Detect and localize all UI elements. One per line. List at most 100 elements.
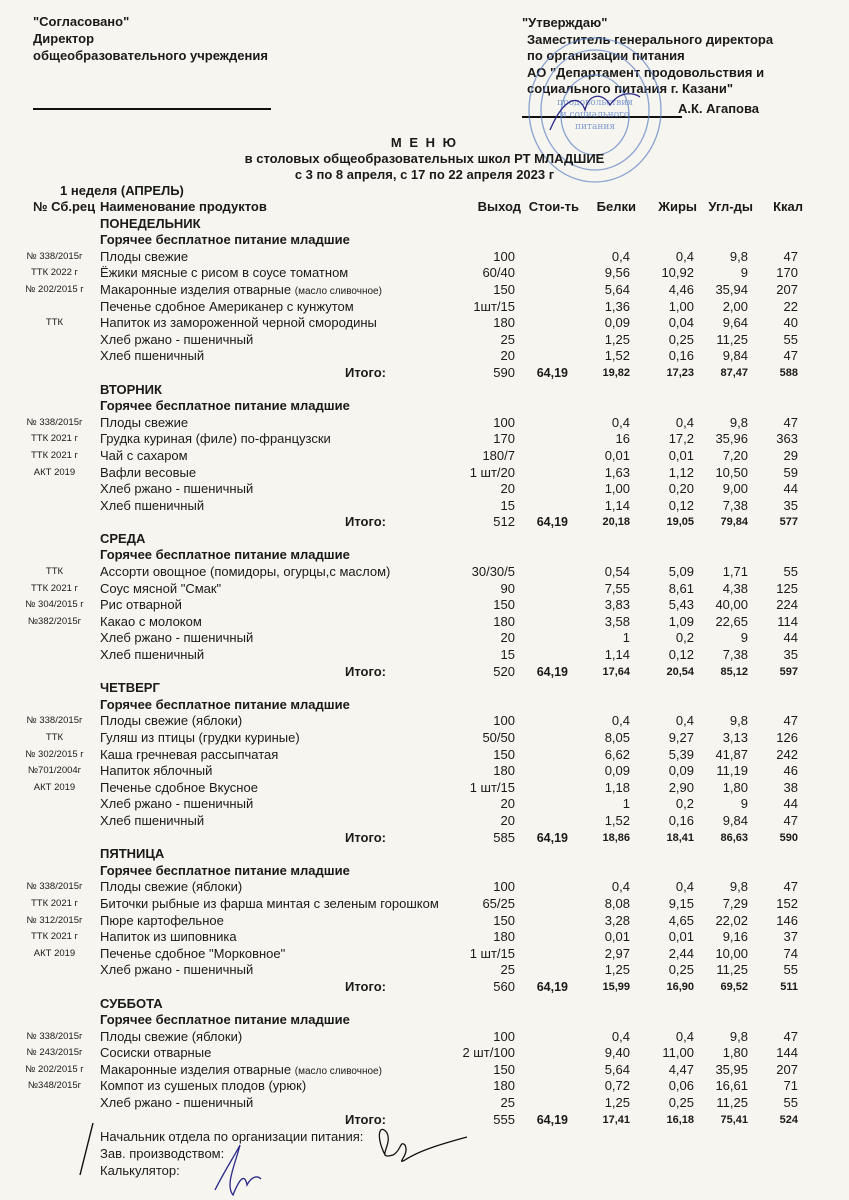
carbs-value: 11,25 [716, 331, 748, 347]
recipe-code: № 338/2015г [26, 715, 83, 727]
dish-name-text: Печенье сдобное "Морковное" [100, 945, 286, 961]
col-code: № Сб.рец [33, 199, 96, 214]
fat-value: 0,25 [668, 962, 694, 978]
fat-value: 0,04 [668, 315, 694, 331]
dish-name: Каша гречневая рассыпчатая [100, 747, 278, 764]
total-output: 512 [493, 514, 515, 530]
protein-value: 0,09 [604, 763, 630, 779]
kcal-value: 35 [783, 647, 798, 663]
table-row: Печенье сдобное Американер с кунжутом 1шт… [0, 299, 849, 316]
output-value: 60/40 [482, 265, 515, 281]
recipe-code: № 243/2015г [26, 1047, 83, 1059]
dish-name-text: Плоды свежие [100, 414, 189, 430]
output-value: 100 [493, 1028, 515, 1044]
col-cost: Стои-ть [528, 199, 579, 214]
section-heading-row: Горячее бесплатное питание младшие [0, 863, 849, 880]
dish-name: Соус мясной "Смак" [100, 581, 221, 598]
dish-name-text: Хлеб пшеничный [100, 348, 205, 364]
output-value: 50/50 [482, 730, 515, 745]
fat-value: 0,01 [668, 447, 694, 463]
dish-name-text: Хлеб ржано - пшеничный [100, 630, 254, 646]
kcal-value: 114 [777, 613, 798, 629]
fat-value: 2,90 [668, 779, 694, 795]
output-value: 20 [500, 481, 515, 497]
carbs-value: 9,8 [729, 713, 748, 729]
carbs-value: 7,38 [722, 647, 748, 663]
section-heading: Горячее бесплатное питание младшие [100, 696, 350, 712]
recipe-code: № 202/2015 г [25, 283, 84, 295]
dish-name-text: Биточки рыбные из фарша минтая с зеленым… [100, 895, 439, 911]
dish-name: Напиток из замороженной черной смородины [100, 315, 377, 332]
dish-name: Плоды свежие [100, 249, 188, 266]
protein-value: 1,63 [604, 464, 630, 480]
doc-dates: с 3 по 8 апреля, с 17 по 22 апреля 2023 … [294, 167, 555, 182]
table-row: Хлеб пшеничный 15 1,14 0,12 7,38 35 [0, 498, 849, 515]
fat-value: 0,25 [668, 331, 694, 347]
carbs-value: 4,38 [722, 580, 748, 596]
section-heading: Горячее бесплатное питание младшие [100, 1012, 350, 1028]
output-value: 150 [493, 746, 515, 762]
table-row: №701/2004г Напиток яблочный 180 0,09 0,09 11,… [0, 763, 849, 780]
output-value: 150 [493, 912, 515, 928]
fat-value: 0,12 [668, 647, 694, 663]
signature-production [214, 1144, 262, 1197]
table-row: № 338/2015г Плоды свежие 100 0,4 0,4 9,8 47 [0, 249, 849, 266]
dish-name-text: Плоды свежие (яблоки) [100, 713, 243, 729]
carbs-value: 10,50 [715, 464, 748, 480]
output-value: 150 [493, 1061, 515, 1077]
protein-value: 3,58 [604, 613, 630, 629]
carbs-value: 41,87 [715, 746, 748, 762]
total-output: 560 [493, 978, 515, 994]
recipe-code: ТТК [45, 566, 64, 578]
total-fat: 19,05 [666, 516, 694, 529]
output-value: 25 [500, 331, 515, 347]
total-fat: 20,54 [666, 665, 694, 678]
carbs-value: 40,00 [715, 597, 748, 613]
total-row: Итого: 585 64,19 18,86 18,41 86,63 590 [0, 830, 849, 847]
table-row: № 338/2015г Плоды свежие (яблоки) 100 0,4 0,… [0, 1029, 849, 1046]
output-value: 100 [493, 879, 515, 895]
total-output: 590 [493, 364, 515, 380]
dish-name: Печенье сдобное "Морковное" [100, 946, 285, 963]
carbs-value: 9 [740, 630, 748, 646]
kcal-value: 224 [776, 597, 798, 613]
dish-name: Пюре картофельное [100, 913, 224, 930]
total-label: Итого: [345, 514, 386, 530]
footer-signature-marks [79, 1122, 468, 1197]
kcal-value: 22 [783, 298, 798, 314]
kcal-value: 242 [776, 746, 798, 762]
total-protein: 17,41 [602, 1113, 630, 1126]
recipe-code: № 338/2015г [26, 881, 83, 893]
fat-value: 0,4 [675, 879, 694, 895]
dish-name-text: Макаронные изделия отварные [100, 1061, 292, 1077]
fat-value: 4,65 [668, 912, 694, 928]
dish-name: Хлеб ржано - пшеничный [100, 332, 253, 349]
output-value: 30/30/5 [471, 564, 515, 580]
dish-name-text: Хлеб ржано - пшеничный [100, 331, 254, 347]
day-heading: ВТОРНИК [100, 381, 162, 397]
section-heading-row: Горячее бесплатное питание младшие [0, 547, 849, 564]
protein-value: 0,4 [611, 414, 630, 430]
dish-name-text: Плоды свежие (яблоки) [100, 1028, 243, 1044]
table-row: Хлеб ржано - пшеничный 20 1 0,2 9 44 [0, 630, 849, 647]
recipe-code: № 202/2015 г [25, 1063, 84, 1075]
signature-line-right [522, 116, 682, 118]
output-value: 150 [493, 597, 515, 613]
total-label: Итого: [345, 1111, 386, 1127]
total-carbs: 69,52 [720, 980, 748, 993]
dish-name-text: Каша гречневая рассыпчатая [100, 746, 279, 762]
day-heading-row: ЧЕТВЕРГ [0, 680, 849, 697]
dish-name-text: Хлеб пшеничный [100, 497, 205, 513]
output-value: 25 [500, 962, 515, 978]
dish-name: Печенье сдобное Американер с кунжутом [100, 299, 354, 316]
table-row: Хлеб ржано - пшеничный 20 1 0,2 9 44 [0, 796, 849, 813]
dish-name: Рис отварной [100, 597, 182, 614]
recipe-code: № 312/2015г [26, 914, 83, 926]
col-fat: Жиры [658, 199, 697, 214]
protein-value: 1,52 [604, 348, 630, 364]
kcal-value: 144 [776, 1045, 798, 1061]
kcal-value: 146 [776, 912, 798, 928]
total-protein: 17,64 [602, 665, 630, 678]
recipe-code: № 304/2015 г [25, 599, 84, 611]
kcal-value: 74 [783, 945, 798, 961]
